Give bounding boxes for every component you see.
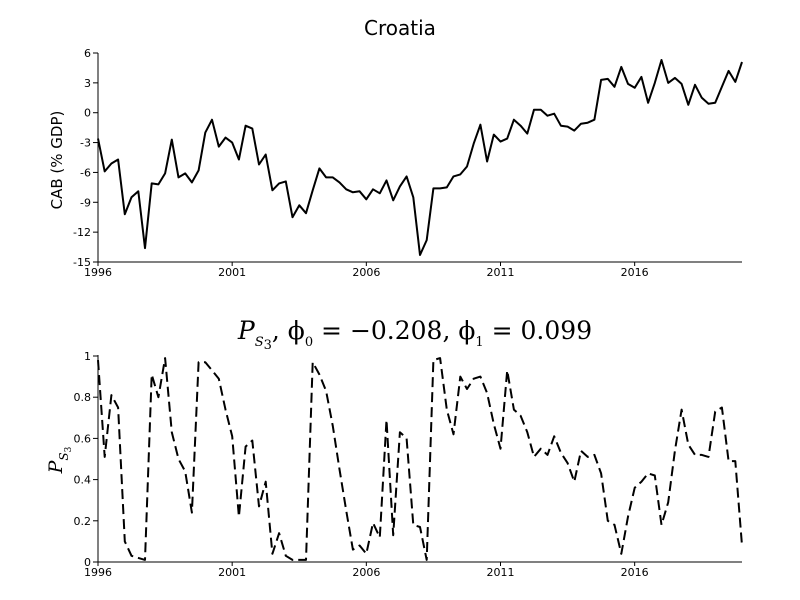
probability-x-tick-label: 2006 [352, 566, 380, 579]
probability-x-tick-label: 2011 [487, 566, 515, 579]
cab-chart-title: Croatia [364, 16, 436, 40]
cab-x-tick-label: 2016 [621, 266, 649, 279]
cab-x-tick-label: 2011 [487, 266, 515, 279]
probability-x-tick-label: 2001 [218, 566, 246, 579]
cab-y-tick-label: -12 [73, 226, 91, 239]
cab-x-tick-label: 1996 [84, 266, 112, 279]
probability-y-tick-label: 1 [84, 350, 91, 363]
probability-x-tick-label: 1996 [84, 566, 112, 579]
cab-y-ticks: 6 3 0 -3 -6 -9 -12 -15 [73, 47, 98, 269]
probability-y-tick-label: 0.8 [74, 391, 92, 404]
probability-y-ticks: 1 0.8 0.6 0.4 0.2 0 [74, 350, 98, 569]
probability-series-line [97, 357, 743, 561]
cab-x-ticks: 1996 2001 2006 2011 2016 [84, 262, 649, 279]
cab-y-tick-label: -3 [80, 137, 91, 150]
cab-y-tick-label: 0 [84, 107, 91, 120]
probability-y-tick-label: 0.2 [74, 515, 92, 528]
probability-y-tick-label: 0.6 [74, 432, 92, 445]
probability-y-tick-label: 0.4 [74, 474, 92, 487]
cab-chart: Croatia CAB (% GDP) 6 3 0 -3 -6 -9 -12 -15 1996… [48, 16, 743, 279]
probability-y-tick-label: 0 [84, 556, 91, 569]
cab-y-tick-label: -9 [80, 196, 91, 209]
probability-y-axis-label: PS3 [45, 446, 74, 474]
probability-chart: PS3, ϕ0 = −0.208, ϕ1 = 0.099 PS3 1 0.8 0.6… [45, 316, 743, 579]
cab-y-tick-label: 3 [84, 77, 91, 90]
cab-y-tick-label: -15 [73, 256, 91, 269]
probability-x-ticks: 1996 2001 2006 2011 2016 [84, 562, 649, 579]
probability-chart-title: PS3, ϕ0 = −0.208, ϕ1 = 0.099 [237, 316, 592, 353]
cab-y-axis-label: CAB (% GDP) [48, 111, 66, 210]
cab-y-tick-label: -6 [80, 166, 91, 179]
cab-x-tick-label: 2001 [218, 266, 246, 279]
cab-series-line [97, 59, 743, 256]
cab-y-tick-label: 6 [84, 47, 91, 60]
probability-x-tick-label: 2016 [621, 566, 649, 579]
cab-x-tick-label: 2006 [352, 266, 380, 279]
